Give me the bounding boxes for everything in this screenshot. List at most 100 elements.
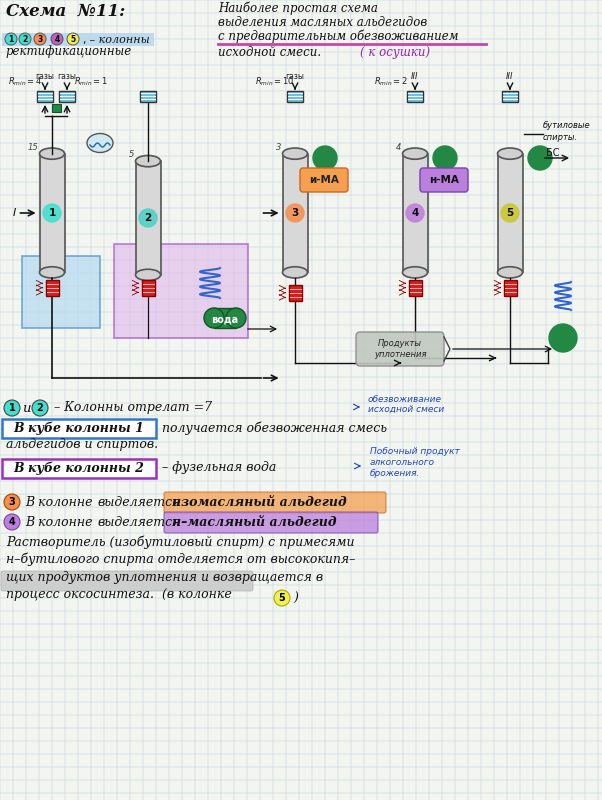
- Circle shape: [32, 400, 48, 416]
- Bar: [407, 90, 423, 102]
- FancyBboxPatch shape: [2, 459, 156, 478]
- FancyBboxPatch shape: [356, 332, 444, 366]
- FancyBboxPatch shape: [164, 492, 386, 513]
- Text: щих продуктов уплотнения и возвращается в: щих продуктов уплотнения и возвращается …: [6, 571, 323, 584]
- Text: газы: газы: [58, 72, 76, 81]
- Text: 2: 2: [144, 213, 152, 223]
- Text: процесс оксосинтеза.  (в колонке: процесс оксосинтеза. (в колонке: [6, 588, 232, 601]
- Circle shape: [286, 204, 304, 222]
- Text: Побочный продукт: Побочный продукт: [370, 447, 460, 456]
- Text: ,: ,: [82, 35, 85, 45]
- Text: выделяется: выделяется: [97, 495, 181, 509]
- Text: и-МА: и-МА: [309, 175, 339, 185]
- Ellipse shape: [403, 266, 427, 278]
- Text: н-МА: н-МА: [429, 175, 459, 185]
- Ellipse shape: [226, 308, 246, 328]
- Circle shape: [528, 146, 552, 170]
- Circle shape: [51, 33, 63, 45]
- Text: 2: 2: [22, 34, 28, 43]
- Text: 4: 4: [411, 208, 418, 218]
- Text: 5: 5: [70, 34, 76, 43]
- Ellipse shape: [40, 266, 64, 278]
- FancyBboxPatch shape: [164, 512, 378, 533]
- FancyBboxPatch shape: [300, 168, 348, 192]
- Circle shape: [34, 33, 46, 45]
- Text: и: и: [22, 402, 30, 414]
- Text: 2: 2: [37, 403, 43, 413]
- Bar: [287, 90, 303, 102]
- Ellipse shape: [403, 148, 427, 159]
- Text: обезвоживание: обезвоживание: [368, 395, 442, 404]
- Circle shape: [313, 146, 337, 170]
- Text: н–масляный альдегид: н–масляный альдегид: [172, 515, 337, 529]
- Text: Схема  №11:: Схема №11:: [6, 3, 125, 20]
- Text: бутиловые: бутиловые: [543, 121, 591, 130]
- Text: 5: 5: [506, 208, 514, 218]
- FancyBboxPatch shape: [1, 571, 253, 591]
- Text: – фузельная вода: – фузельная вода: [158, 462, 276, 474]
- Bar: [503, 280, 517, 296]
- Text: с предварительным обезвоживанием: с предварительным обезвоживанием: [218, 30, 459, 43]
- Ellipse shape: [135, 155, 161, 166]
- Text: В кубе колонны 2: В кубе колонны 2: [14, 462, 144, 474]
- Text: 1: 1: [8, 34, 14, 43]
- Text: ( к осушки): ( к осушки): [360, 46, 430, 59]
- Text: исходной смеси: исходной смеси: [368, 405, 444, 414]
- Text: – Колонны отрелат =7: – Колонны отрелат =7: [54, 402, 212, 414]
- Text: ректификационные: ректификационные: [6, 45, 132, 58]
- FancyBboxPatch shape: [114, 244, 248, 338]
- Text: 5: 5: [129, 150, 134, 159]
- Text: 3: 3: [37, 34, 43, 43]
- FancyBboxPatch shape: [420, 168, 468, 192]
- Text: В колонне: В колонне: [25, 495, 93, 509]
- Text: 1: 1: [48, 208, 55, 218]
- Text: III: III: [411, 72, 419, 81]
- Text: газы: газы: [285, 72, 305, 81]
- FancyBboxPatch shape: [2, 419, 156, 438]
- Text: 4: 4: [54, 34, 60, 43]
- Text: 3: 3: [8, 497, 16, 507]
- Bar: [37, 90, 53, 102]
- Circle shape: [5, 33, 17, 45]
- Ellipse shape: [282, 266, 308, 278]
- Text: 3: 3: [291, 208, 299, 218]
- Text: 5: 5: [279, 593, 285, 603]
- Text: исходной смеси.: исходной смеси.: [218, 46, 321, 59]
- Bar: [282, 154, 308, 272]
- Ellipse shape: [135, 270, 161, 281]
- Text: – колонны: – колонны: [86, 35, 150, 45]
- Text: спирты.: спирты.: [543, 133, 578, 142]
- Circle shape: [501, 204, 519, 222]
- Circle shape: [4, 400, 20, 416]
- Bar: [141, 280, 155, 296]
- Bar: [403, 154, 427, 272]
- Text: ): ): [293, 591, 298, 605]
- Circle shape: [67, 33, 79, 45]
- Text: брожения.: брожения.: [370, 469, 420, 478]
- Circle shape: [274, 590, 290, 606]
- Bar: [497, 154, 523, 272]
- Bar: [288, 285, 302, 301]
- Text: 4: 4: [8, 517, 16, 527]
- Text: Наиболее простая схема: Наиболее простая схема: [218, 2, 378, 15]
- Text: В кубе колонны 1: В кубе колонны 1: [14, 422, 144, 434]
- Bar: [135, 161, 161, 275]
- Circle shape: [43, 204, 61, 222]
- Circle shape: [4, 494, 20, 510]
- Ellipse shape: [40, 148, 64, 159]
- Circle shape: [139, 209, 157, 227]
- Text: выделения масляных альдегидов: выделения масляных альдегидов: [218, 16, 427, 29]
- Bar: [52, 104, 60, 112]
- Text: получается обезвоженная смесь: получается обезвоженная смесь: [158, 422, 387, 434]
- Ellipse shape: [497, 148, 523, 159]
- Ellipse shape: [282, 148, 308, 159]
- Text: вода: вода: [211, 315, 238, 325]
- Ellipse shape: [497, 266, 523, 278]
- Text: БС: БС: [546, 148, 559, 158]
- FancyBboxPatch shape: [2, 33, 154, 46]
- Text: I: I: [12, 208, 16, 218]
- Text: 1: 1: [8, 403, 16, 413]
- Circle shape: [4, 514, 20, 530]
- Text: газы: газы: [36, 72, 54, 81]
- Text: н–бутилового спирта отделяется от высококипя–: н–бутилового спирта отделяется от высоко…: [6, 553, 355, 566]
